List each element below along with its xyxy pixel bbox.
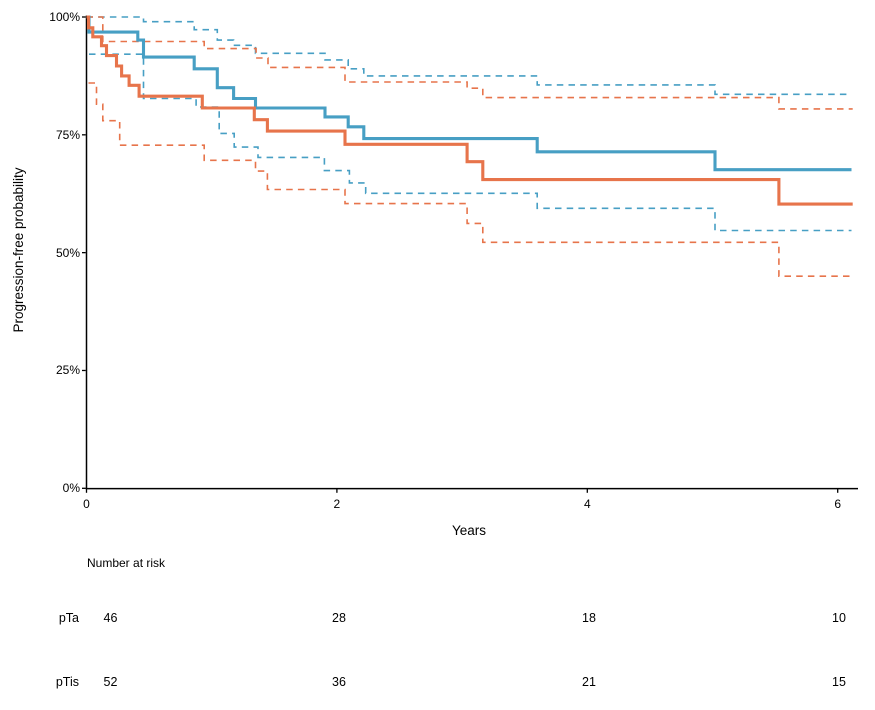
pTa-estimate-curve [86,15,852,172]
y-tick-label-25%: 25% [55,363,80,378]
risk-count-pTa-t2: 28 [332,611,346,625]
x-tick-label-2: 2 [333,497,341,511]
risk-count-pTa-t4: 18 [582,611,596,625]
pTa-upper-ci-curve [86,16,852,96]
y-tick-label-100%: 100% [49,10,80,24]
risk-count-pTa-t6: 10 [832,611,846,625]
risk-count-pTis-t2: 36 [332,675,346,689]
risk-group-label-pTa: pTa [58,611,79,625]
y-tick-label-0%: 0% [62,481,80,496]
risk-count-pTis-t4: 21 [582,675,596,689]
pTis-lower-ci-curve [88,82,853,277]
x-tick-label-6: 6 [834,497,842,511]
risk-count-pTa-t0: 46 [103,611,118,625]
risk-count-pTis-t6: 15 [832,675,846,689]
risk-group-label-pTis: pTis [55,675,79,689]
risk-count-pTis-t0: 52 [103,675,118,689]
risk-table-title: Number at risk [87,556,166,570]
x-axis-title: Years [451,523,487,538]
y-tick-label-50%: 50% [55,245,80,260]
y-tick-label-75%: 75% [55,127,80,142]
pTis-upper-ci-curve [86,16,853,110]
pTis-estimate-curve [86,15,853,206]
pTa-lower-ci-curve [89,53,852,232]
x-tick-label-0: 0 [83,497,90,511]
y-axis-title: Progression-free probability [11,167,26,333]
x-tick-label-4: 4 [583,497,591,511]
